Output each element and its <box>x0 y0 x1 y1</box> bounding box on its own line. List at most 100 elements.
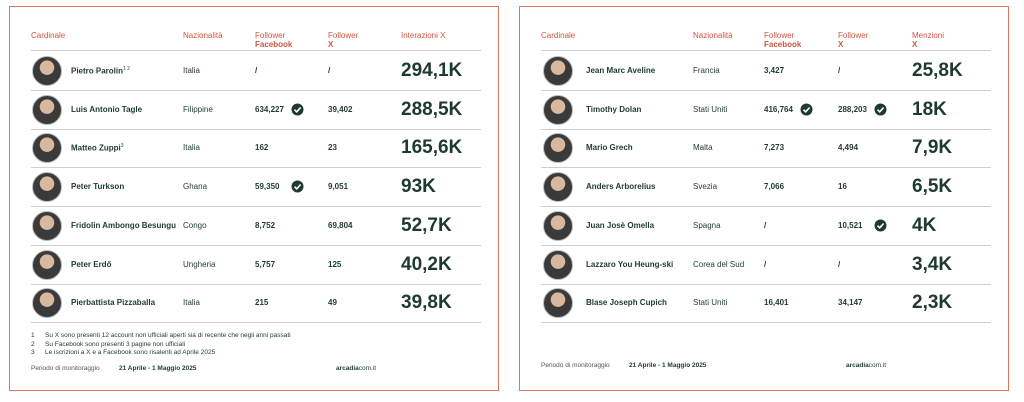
name-text: Juan Josè Omella <box>586 220 655 230</box>
metric-value: 93K <box>401 176 436 198</box>
facebook-followers: / <box>255 66 258 75</box>
brand: arcadiacom.it <box>846 362 886 369</box>
divider <box>31 322 481 324</box>
column-header: Menzioni X <box>912 31 944 49</box>
divider <box>31 206 481 208</box>
cardinal-name: Timothy Dolan <box>586 105 641 114</box>
metric-value: 4K <box>912 214 937 236</box>
cardinal-name: Pierbattista Pizzaballa <box>71 298 155 307</box>
name-text: Fridolin Ambongo Besungu <box>71 220 177 230</box>
facebook-followers: 416,764 <box>764 104 793 114</box>
nationality: Italia <box>183 143 200 153</box>
footer-label: Periodo di monitoraggio <box>31 365 100 372</box>
name-text: Peter Erdő <box>71 259 112 269</box>
column-header: Interazioni X <box>401 31 445 40</box>
cardinal-name: Jean Marc Aveline <box>586 66 655 75</box>
divider <box>31 283 481 285</box>
metric-value: 2,3K <box>912 292 953 314</box>
verified-icon <box>291 103 304 116</box>
name-text: Pietro Parolin <box>71 66 124 76</box>
cardinal-name: Peter Turkson <box>71 182 124 191</box>
metric-value: 288,5K <box>401 98 463 120</box>
divider <box>31 90 481 91</box>
nationality: Francia <box>693 66 720 75</box>
nationality: Spagna <box>693 220 721 230</box>
header-line: Facebook <box>764 40 802 49</box>
facebook-followers: 59,350 <box>255 182 280 192</box>
nationality: Corea del Sud <box>693 259 745 269</box>
header-line: Follower <box>328 31 359 40</box>
avatar <box>32 56 62 86</box>
header-line: Menzioni <box>912 31 945 40</box>
footer-period: 21 Aprile - 1 Maggio 2025 <box>629 362 707 369</box>
metric-value: 25,8K <box>912 60 963 81</box>
facebook-followers: 215 <box>255 298 269 308</box>
column-header: Follower Facebook <box>255 31 292 49</box>
facebook-followers: / <box>764 220 767 230</box>
column-header: Cardinale <box>31 31 66 40</box>
header-line: Facebook <box>255 40 293 49</box>
nationality: Svezia <box>693 182 718 192</box>
brand: arcadiacom.it <box>336 365 376 372</box>
header-line: Follower <box>838 31 869 40</box>
x-followers: 4,494 <box>838 143 859 153</box>
header-line: X <box>328 40 334 49</box>
metric-value: 3,4K <box>912 253 953 275</box>
name-text: Timothy Dolan <box>586 104 642 114</box>
footnote-text: Le iscrizioni a X e a Facebook sono risa… <box>45 349 216 356</box>
metric-value: 294,1K <box>401 60 463 81</box>
facebook-followers: 7,273 <box>764 143 785 153</box>
cardinal-name: Lazzaro You Heung-ski <box>586 260 673 269</box>
avatar <box>543 210 573 241</box>
brand-bold: arcadia <box>336 365 359 372</box>
header-line: X <box>838 40 844 49</box>
name-text: Luis Antonio Tagle <box>71 104 143 114</box>
name-text: Blase Joseph Cupich <box>586 298 667 308</box>
facebook-followers: 634,227 <box>255 104 284 114</box>
divider <box>541 167 991 169</box>
x-followers: 9,051 <box>328 182 349 192</box>
divider <box>541 206 991 208</box>
facebook-followers: / <box>764 259 767 269</box>
metric-value: 7,9K <box>912 137 953 159</box>
nationality: Congo <box>183 220 207 230</box>
column-header: Follower Facebook <box>764 31 801 49</box>
name-text: Peter Turkson <box>71 182 125 192</box>
x-followers: 23 <box>328 143 337 153</box>
avatar <box>543 133 573 164</box>
name-text: Anders Arborelius <box>586 182 656 192</box>
verified-icon <box>291 180 304 193</box>
avatar <box>32 172 62 203</box>
name-text: Matteo Zuppi <box>71 144 121 154</box>
avatar <box>543 94 573 125</box>
cardinal-name: Anders Arborelius <box>586 182 656 191</box>
avatar <box>543 56 573 86</box>
avatar <box>32 249 62 280</box>
verified-icon <box>874 219 887 232</box>
cardinal-name: Fridolin Ambongo Besungu <box>71 221 176 230</box>
x-followers: 34,147 <box>838 298 863 308</box>
cardinal-name: Luis Antonio Tagle <box>71 105 142 114</box>
x-followers: / <box>838 259 841 269</box>
cardinal-name: Pietro Parolin1 2 <box>71 66 130 76</box>
x-followers: / <box>838 66 841 75</box>
x-followers: 69,804 <box>328 220 353 230</box>
x-followers: 39,402 <box>328 104 353 114</box>
facebook-followers: 162 <box>255 143 269 153</box>
divider <box>31 244 481 246</box>
footnote-number: 1 <box>31 332 35 339</box>
header-line: X <box>912 40 918 49</box>
avatar <box>543 172 573 203</box>
avatar <box>32 133 62 164</box>
divider <box>541 128 991 130</box>
nationality: Filippine <box>183 104 213 114</box>
metric-value: 39,8K <box>401 292 452 314</box>
divider <box>541 50 991 51</box>
avatar <box>32 288 62 319</box>
footnote-text: Su X sono presenti 12 account non uffici… <box>45 332 291 339</box>
cardinal-name: Mario Grech <box>586 143 633 152</box>
nationality: Italia <box>183 298 200 308</box>
name-text: Mario Grech <box>586 143 633 153</box>
divider <box>541 322 991 324</box>
